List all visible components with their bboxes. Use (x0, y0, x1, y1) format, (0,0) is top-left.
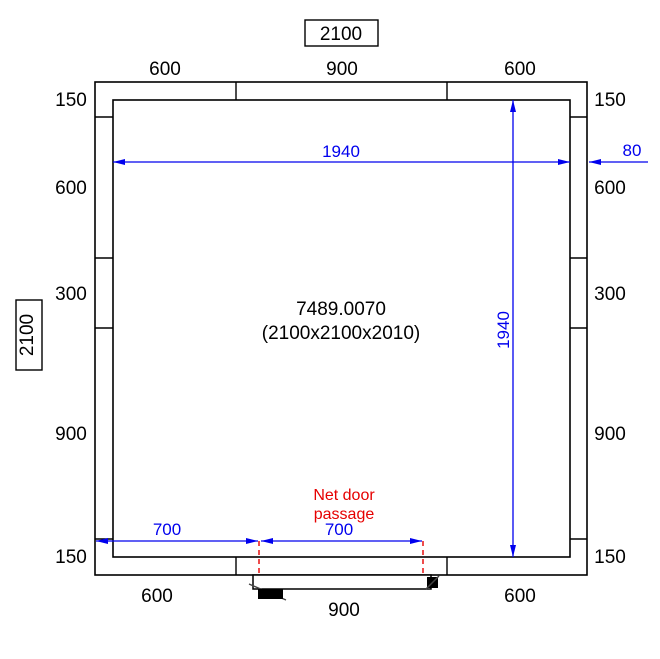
panel-label-right-4: 900 (594, 424, 626, 445)
panel-label-top-1: 600 (149, 59, 181, 80)
dim-door-passage: 700 (325, 520, 353, 539)
panel-label-right-3: 300 (594, 284, 626, 305)
panel-label-right-2: 600 (594, 178, 626, 199)
panel-label-bottom-2: 900 (328, 600, 360, 621)
door-hinge-mark (425, 575, 440, 590)
overall-height-box (15, 299, 43, 371)
panel-label-bottom-3: 600 (504, 586, 536, 607)
panel-label-left-1: 150 (55, 90, 87, 111)
panel-label-left-2: 600 (55, 178, 87, 199)
net-door-passage-label-line2: passage (314, 506, 375, 523)
dim-door-offset: 700 (153, 520, 181, 539)
net-door-passage-label-line1: Net door (313, 487, 375, 504)
overall-height-label: 2100 (17, 314, 38, 356)
door-handle (258, 589, 283, 599)
panel-label-left-4: 900 (55, 424, 87, 445)
panel-label-bottom-1: 600 (141, 586, 173, 607)
panel-label-top-3: 600 (504, 59, 536, 80)
door-leaf (252, 574, 432, 590)
overall-width-label: 2100 (320, 24, 362, 45)
overall-width-box (304, 19, 379, 47)
dim-inner-height: 1940 (494, 311, 513, 349)
room-code-label: 7489.0070 (296, 299, 386, 320)
panel-label-left-5: 150 (55, 547, 87, 568)
panel-label-left-3: 300 (55, 284, 87, 305)
panel-label-right-1: 150 (594, 90, 626, 111)
panel-label-top-2: 900 (326, 59, 358, 80)
dim-inner-width: 1940 (322, 142, 360, 161)
dim-panel-offset: 80 (623, 141, 642, 160)
room-size-label: (2100x2100x2010) (262, 323, 420, 344)
panel-label-right-5: 150 (594, 547, 626, 568)
